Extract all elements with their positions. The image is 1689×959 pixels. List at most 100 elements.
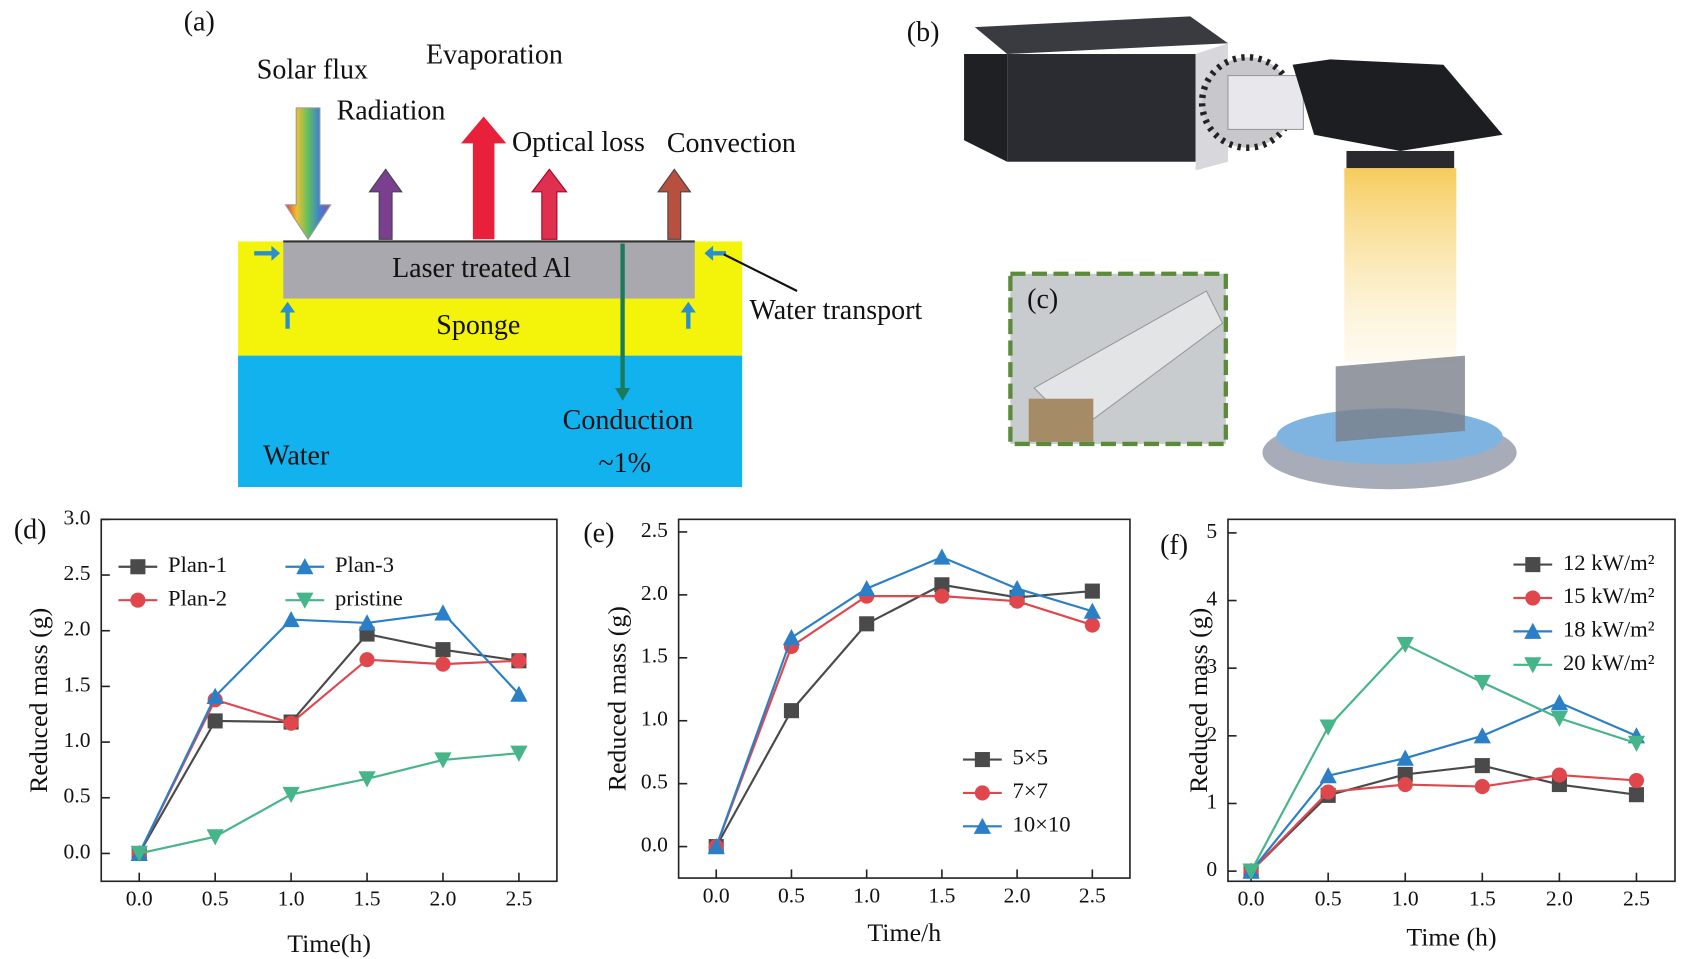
label: Conduction [563,405,694,436]
y-tick-label: 5 [1206,519,1217,543]
water-arrow [704,245,727,261]
legend-label: Plan-1 [168,552,227,577]
marker [1551,767,1567,783]
marker [1627,735,1646,752]
series-line [1250,764,1637,872]
y-tick-label: 0.5 [641,770,668,794]
conduction-arrow [615,243,631,401]
panel-label: (d) [14,515,47,546]
legend-label: 7×7 [1013,778,1048,803]
legend-label: 20 kW/m² [1563,650,1655,675]
y-tick-label: 0.0 [641,833,668,857]
x-axis-title: Time(h) [287,929,371,958]
legend-marker [130,592,146,608]
y-tick-label: 1.0 [641,707,668,731]
marker [1396,636,1414,654]
marker [358,771,376,788]
radiation-arrow [368,168,403,240]
marker [933,548,951,565]
tube [1227,75,1304,130]
marker [1550,710,1569,727]
marker [1084,583,1100,599]
x-tick-label: 1.0 [278,887,305,911]
lamp-head [1292,59,1503,151]
series-line [715,583,1093,848]
schematic-c: (c) [1008,271,1228,447]
marker [510,745,528,762]
y-tick-label: 0.5 [64,784,91,808]
light-beam [1344,168,1457,363]
marker [434,604,452,621]
x-tick-label: 0.5 [1315,887,1342,911]
x-tick-label: 0.5 [778,883,805,907]
marker [206,829,224,846]
y-tick-label: 1.0 [64,728,91,752]
x-axis-title: Time (h) [1406,922,1496,951]
series-line [1250,773,1637,872]
panel-label: (a) [184,6,215,37]
x-tick-label: 2.5 [505,887,532,911]
y-axis-title: Reduced mass (g) [1184,608,1213,793]
lamp-box [974,16,1228,55]
x-tick-label: 2.0 [1004,883,1031,907]
legend-marker [973,817,991,834]
series-line [1250,701,1637,872]
marker [1008,579,1026,597]
water-arrow [680,301,696,329]
legend-marker [974,752,990,768]
marker [1009,593,1025,609]
marker [434,752,452,769]
pointer [723,253,798,292]
x-tick-label: 1.5 [928,883,955,907]
legend-label: pristine [335,585,403,610]
marker [130,845,148,863]
legend-marker [130,559,146,575]
panel-label: (f) [1160,530,1188,561]
y-tick-label: 3.0 [64,505,91,529]
panel-label: (c) [1027,284,1058,315]
marker [1242,863,1260,880]
marker [510,685,528,702]
photo-sample [1028,398,1094,442]
label: Evaporation [426,40,563,71]
y-axis-title: Reduced mass (g) [602,606,631,791]
x-tick-label: 0.0 [126,887,153,911]
legend-marker [296,592,314,609]
marker [782,629,801,646]
x-tick-label: 1.0 [853,883,880,907]
marker [1628,772,1645,789]
legend-label: 15 kW/m² [1563,583,1655,608]
label: Laser treated Al [392,253,571,284]
marker [282,786,300,804]
marker [1473,674,1491,692]
x-tick-label: 2.0 [430,887,457,911]
y-tick-label: 1.5 [641,644,668,668]
marker [1319,767,1337,784]
y-tick-label: 0 [1206,857,1217,881]
panel-label: (e) [583,518,614,549]
evaporation-arrow [461,116,507,240]
water-arrow [254,245,281,261]
legend-label: Plan-2 [168,585,227,610]
marker [707,837,725,855]
marker [1397,777,1413,793]
convection-arrow [657,168,692,240]
x-tick-label: 1.0 [1392,887,1419,911]
x-tick-label: 1.5 [354,887,381,911]
marker [858,579,876,597]
y-tick-label: 2.5 [641,518,668,542]
marker [1320,784,1336,800]
marker [206,687,224,704]
marker [359,652,375,668]
y-axis-title: Reduced mass (g) [24,608,53,793]
x-tick-label: 0.0 [703,883,730,907]
y-tick-label: 2 [1206,722,1217,746]
label: Solar flux [257,55,368,86]
al-plate [283,241,695,299]
marker [282,610,300,628]
marker [283,715,299,731]
legend-marker [1525,557,1541,573]
marker [1628,787,1645,803]
x-tick-label: 0.5 [202,887,229,911]
